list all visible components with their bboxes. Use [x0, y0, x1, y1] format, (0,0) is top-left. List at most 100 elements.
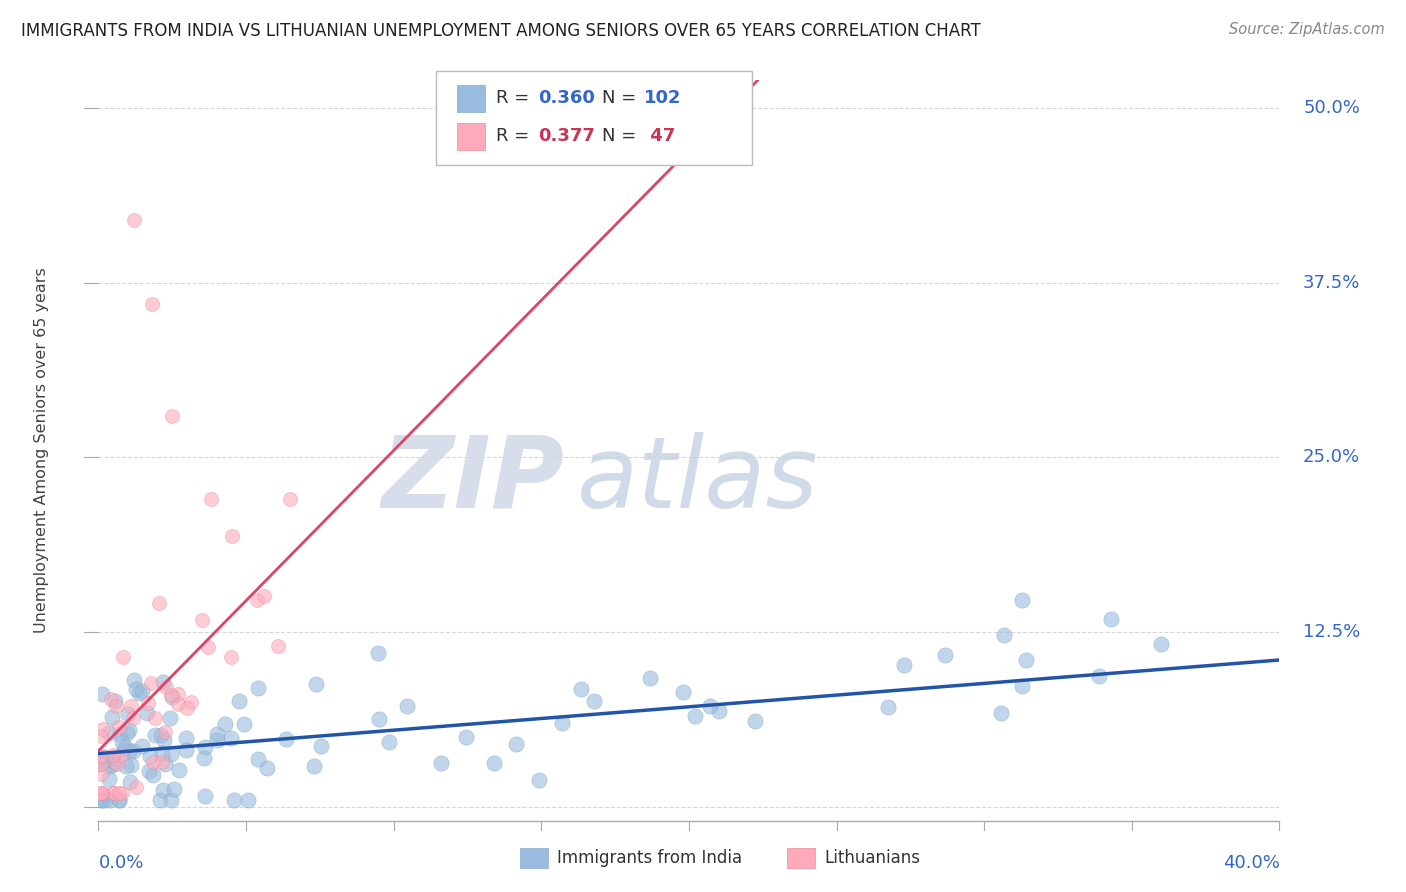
Point: [1150, 638, 1173, 652]
Point: [214, 716, 236, 731]
Point: [153, 733, 176, 747]
Point: [267, 639, 290, 653]
Point: [238, 793, 260, 807]
Point: [160, 690, 183, 705]
Point: [191, 613, 214, 627]
Text: R =: R =: [496, 128, 536, 145]
Point: [1015, 653, 1038, 667]
Point: [893, 658, 915, 673]
Point: [105, 756, 128, 771]
Point: [143, 711, 166, 725]
Point: [90, 793, 112, 807]
Point: [454, 730, 477, 744]
Text: 102: 102: [644, 89, 682, 107]
Point: [122, 711, 145, 725]
Text: Immigrants from India: Immigrants from India: [557, 849, 742, 867]
Point: [683, 709, 706, 723]
Point: [162, 409, 183, 423]
Point: [90, 730, 112, 744]
Point: [160, 793, 183, 807]
Point: [101, 756, 124, 771]
Point: [90, 748, 112, 763]
Point: [98, 793, 121, 807]
Point: [149, 793, 172, 807]
Point: [90, 757, 112, 772]
Point: [143, 728, 166, 742]
Point: [368, 712, 391, 726]
Point: [101, 786, 124, 800]
Point: [484, 756, 506, 771]
Point: [278, 491, 301, 506]
Point: [219, 650, 242, 665]
Point: [527, 773, 550, 788]
Text: 12.5%: 12.5%: [1303, 623, 1361, 641]
Text: Unemployment Among Seniors over 65 years: Unemployment Among Seniors over 65 years: [34, 268, 49, 633]
Text: atlas: atlas: [576, 432, 818, 529]
Text: ZIP: ZIP: [382, 432, 565, 529]
Point: [159, 747, 181, 761]
Point: [110, 748, 132, 763]
Point: [233, 717, 256, 731]
Point: [1088, 669, 1111, 683]
Point: [101, 710, 124, 724]
Point: [128, 686, 150, 700]
Point: [103, 786, 125, 800]
Point: [396, 698, 419, 713]
Point: [174, 731, 197, 745]
Point: [247, 681, 270, 696]
Point: [98, 759, 121, 773]
Text: 47: 47: [644, 128, 675, 145]
Point: [200, 492, 222, 507]
Point: [221, 528, 243, 542]
Point: [131, 739, 153, 754]
Point: [141, 297, 163, 311]
Point: [166, 698, 188, 712]
Point: [108, 786, 131, 800]
Text: 50.0%: 50.0%: [1303, 99, 1360, 117]
Point: [90, 756, 112, 770]
Point: [709, 704, 731, 718]
Point: [934, 648, 956, 662]
Point: [305, 677, 328, 691]
Point: [640, 671, 662, 685]
Point: [90, 766, 112, 780]
Point: [367, 646, 389, 660]
Point: [247, 752, 270, 766]
Point: [222, 793, 245, 807]
Point: [302, 759, 325, 773]
Point: [993, 628, 1015, 642]
Text: N =: N =: [602, 128, 641, 145]
Point: [153, 724, 176, 739]
Point: [108, 793, 131, 807]
Point: [672, 685, 695, 699]
Point: [120, 698, 142, 713]
Point: [163, 781, 186, 796]
Point: [111, 735, 134, 749]
Point: [90, 786, 112, 800]
Point: [430, 756, 453, 770]
Point: [256, 760, 278, 774]
Point: [194, 739, 217, 754]
Point: [207, 733, 229, 747]
Point: [176, 700, 198, 714]
Point: [103, 754, 125, 768]
Point: [114, 740, 136, 755]
Point: [150, 746, 173, 760]
Point: [142, 756, 165, 770]
Point: [148, 596, 170, 610]
Point: [108, 721, 131, 735]
Point: [699, 699, 721, 714]
Point: [97, 772, 120, 786]
Point: [155, 757, 177, 772]
Point: [274, 731, 297, 746]
Point: [582, 693, 605, 707]
Point: [219, 731, 242, 745]
Point: [205, 727, 228, 741]
Point: [152, 783, 174, 797]
Point: [125, 681, 148, 696]
Point: [120, 758, 142, 772]
Point: [104, 694, 127, 708]
Point: [94, 749, 117, 764]
Point: [167, 763, 190, 777]
Text: IMMIGRANTS FROM INDIA VS LITHUANIAN UNEMPLOYMENT AMONG SENIORS OVER 65 YEARS COR: IMMIGRANTS FROM INDIA VS LITHUANIAN UNEM…: [21, 22, 981, 40]
